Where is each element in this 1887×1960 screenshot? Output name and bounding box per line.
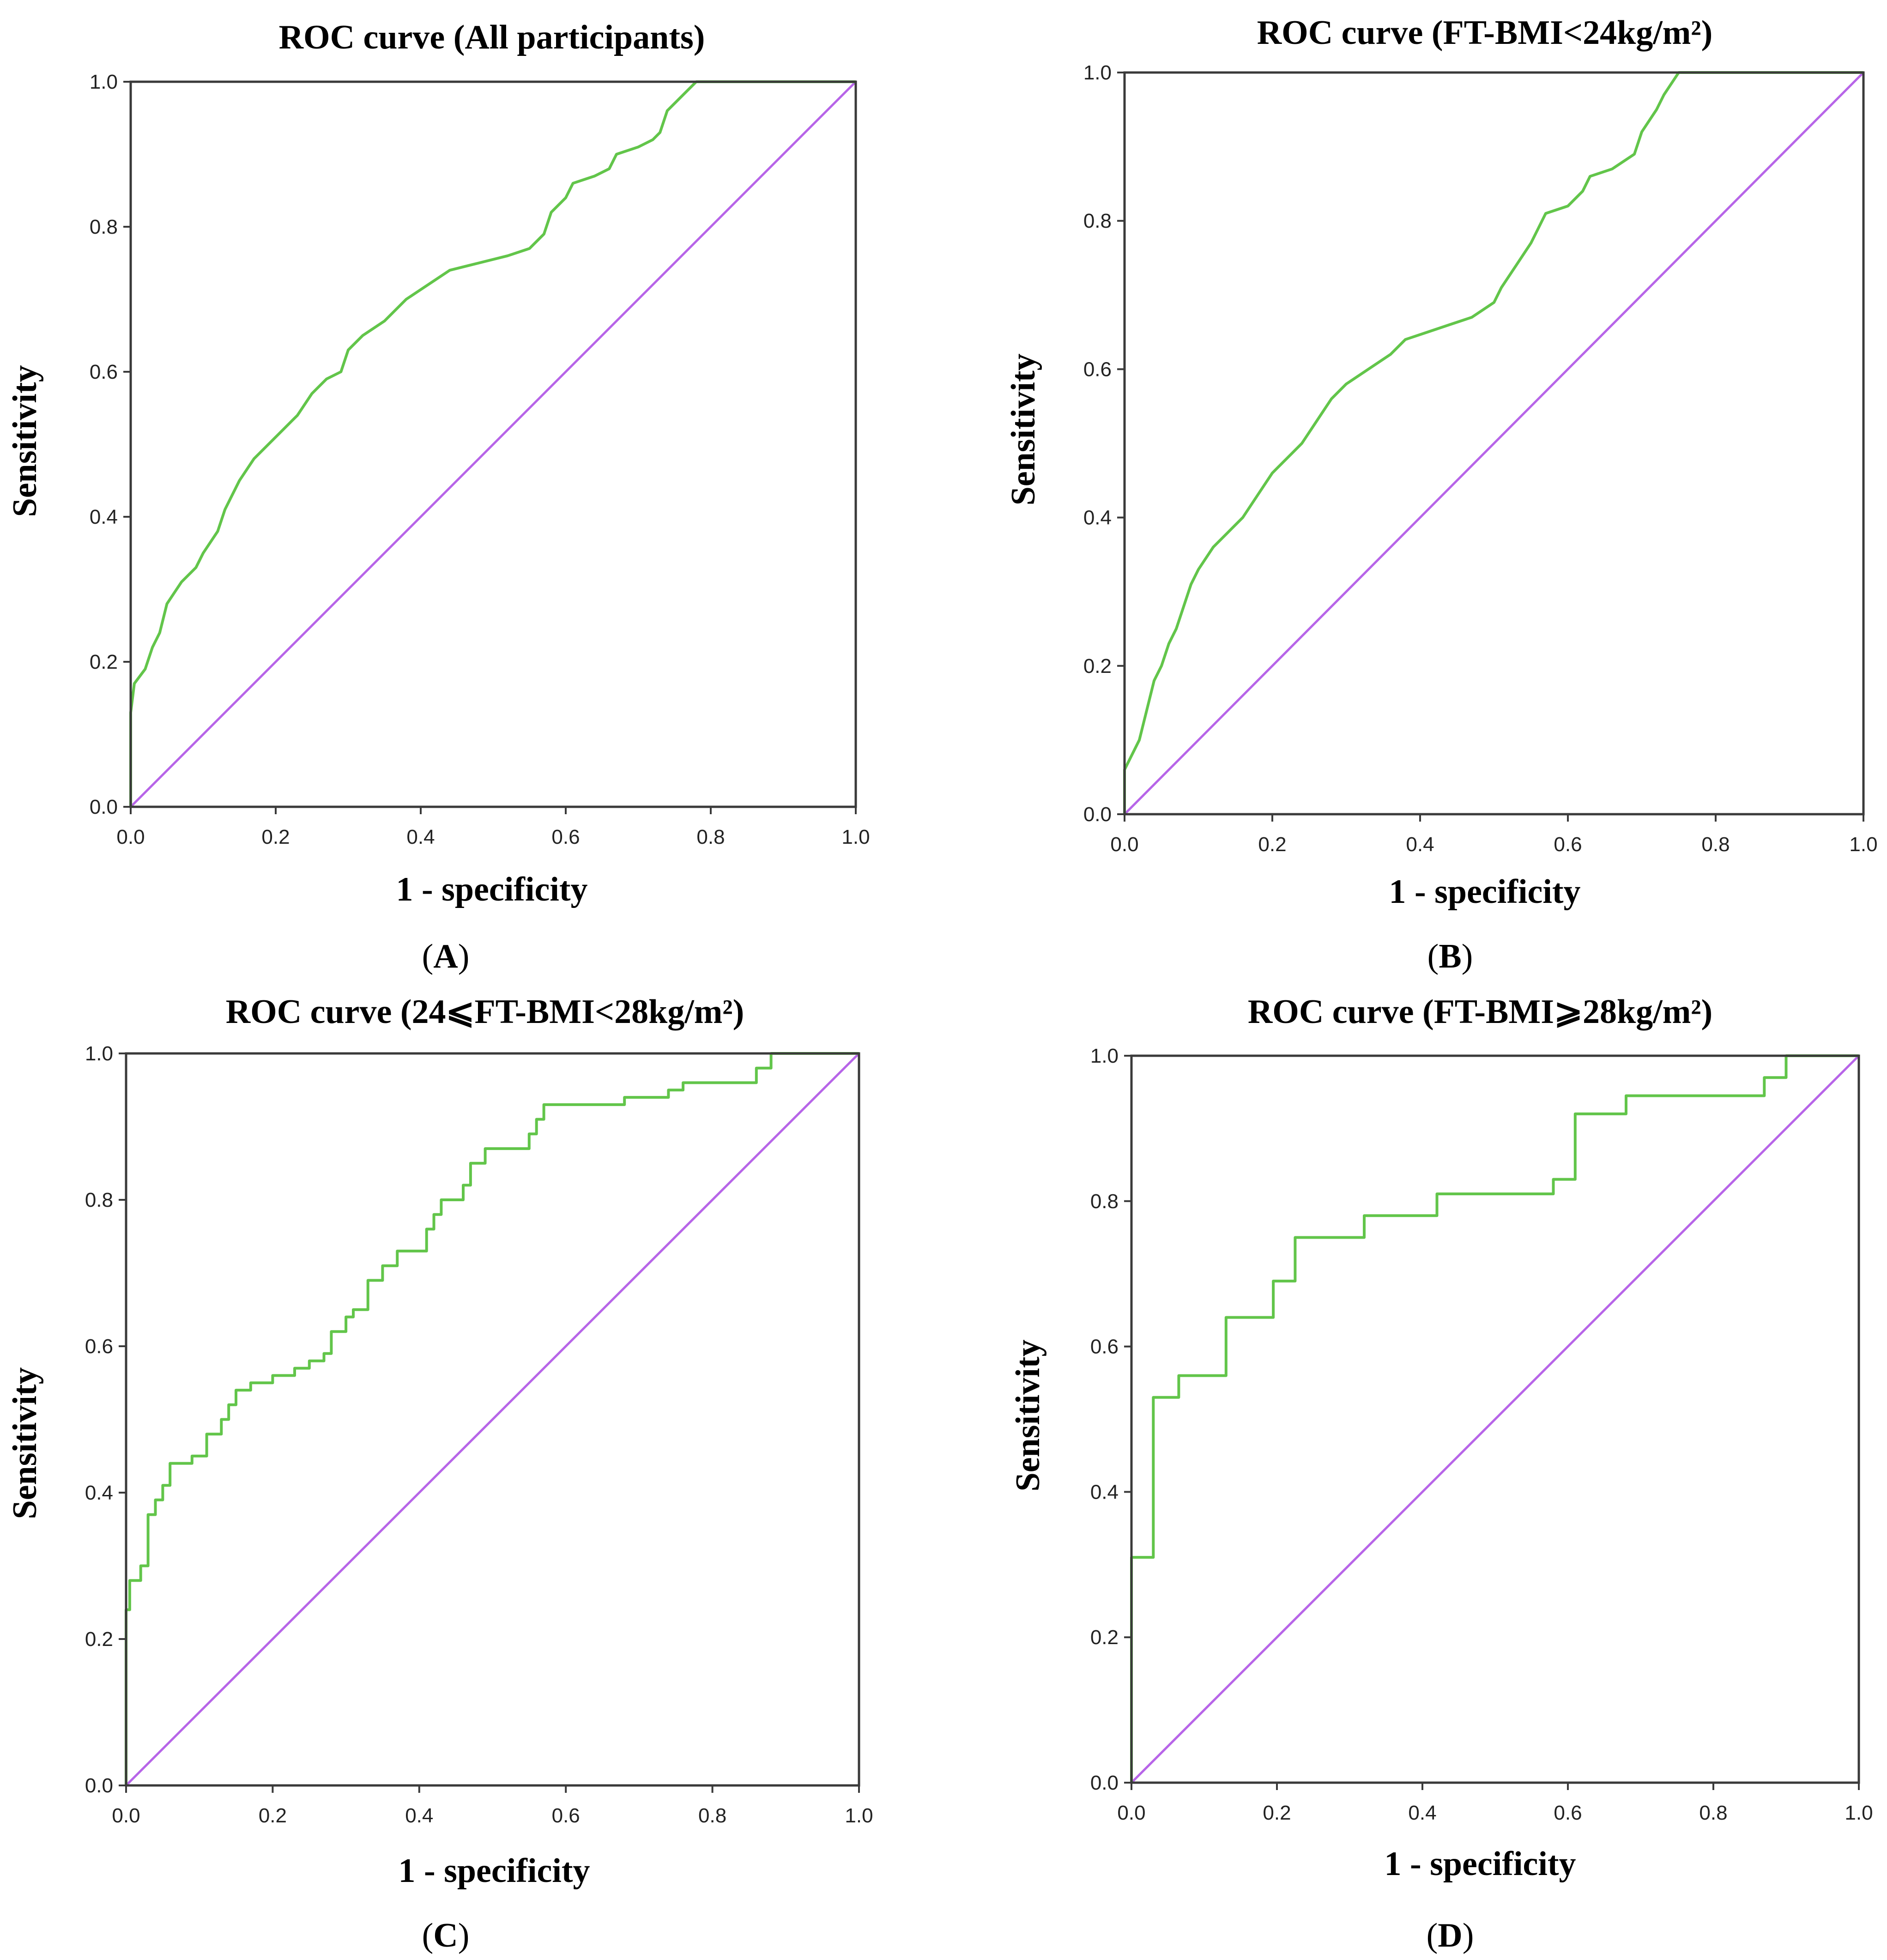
panel-a-caption-letter: A [433, 938, 458, 975]
panel-c-ylabel: Sensitivity [6, 1367, 44, 1519]
panel-d-x-tick-label: 0.6 [1554, 1802, 1582, 1824]
panel-b: ROC curve (FT-BMI<24kg/m²) 1 - specifici… [1004, 14, 1878, 975]
panel-c-x-tick-label: 0.6 [552, 1804, 580, 1827]
panel-b-caption: (B) [1427, 938, 1473, 975]
panel-d-x-tick-label: 1.0 [1845, 1802, 1873, 1824]
panel-c-caption-letter: C [433, 1917, 458, 1954]
panel-c-y-tick-label: 0.4 [85, 1482, 113, 1504]
panel-d-y-tick-label: 0.4 [1090, 1481, 1119, 1503]
panel-d-x-tick-label: 0.2 [1263, 1802, 1291, 1824]
panel-d-y-tick-label: 0.2 [1090, 1626, 1119, 1649]
panel-a-y-tick-label: 0.0 [90, 796, 118, 818]
panel-a-y-tick-label: 1.0 [90, 71, 118, 93]
panel-b-y-tick-label: 0.8 [1083, 210, 1112, 232]
panel-a-x-tick-label: 0.6 [551, 826, 580, 848]
panel-a-x-tick-label: 0.2 [261, 826, 290, 848]
panel-c: ROC curve (24⩽FT-BMI<28kg/m²) 1 - specif… [6, 993, 873, 1954]
panel-a-x-tick-label: 0.8 [696, 826, 725, 848]
panel-c-plot-area: 0.0 0.2 0.4 0.6 0.8 1.0 0.0 0.2 0.4 0.6 0.8 1.0 [85, 1042, 873, 1827]
panel-d-y-tick-label: 0.6 [1090, 1336, 1119, 1358]
panel-a-ylabel: Sensitivity [6, 365, 44, 517]
panel-b-x-tick-label: 1.0 [1849, 833, 1877, 856]
panel-c-y-tick-label: 0.6 [85, 1335, 113, 1358]
panel-c-y-tick-label: 1.0 [85, 1042, 113, 1065]
panel-d-x-tick-label: 0.8 [1699, 1802, 1727, 1824]
panel-b-axes-frame [1123, 71, 1865, 816]
panel-a-plot-area: 0.0 0.2 0.4 0.6 0.8 1.0 0.0 0.2 0.4 0.6 0.8 1.0 [90, 71, 870, 848]
panel-a-caption: (A) [422, 938, 470, 975]
panel-d-y-tick-label: 0.0 [1090, 1772, 1119, 1794]
panel-b-x-tick-label: 0.2 [1258, 833, 1286, 856]
panel-a-y-tick-label: 0.4 [90, 506, 118, 528]
panel-b-y-tick-label: 1.0 [1083, 61, 1112, 84]
panel-b-plot-area: 0.0 0.2 0.4 0.6 0.8 1.0 0.0 0.2 0.4 0.6 0.8 1.0 [1083, 61, 1878, 856]
panel-b-y-tick-label: 0.0 [1083, 803, 1112, 826]
panel-a-xlabel: 1 - specificity [396, 871, 587, 908]
panel-c-y-tick-label: 0.2 [85, 1628, 113, 1651]
panel-c-x-tick-label: 1.0 [845, 1804, 873, 1827]
panel-d: ROC curve (FT-BMI⩾28kg/m²) 1 - specifici… [1009, 993, 1873, 1954]
panel-b-reference-line [1124, 72, 1864, 815]
panel-c-xlabel: 1 - specificity [398, 1852, 590, 1890]
panel-b-x-tick-label: 0.8 [1701, 833, 1730, 856]
panel-b-title: ROC curve (FT-BMI<24kg/m²) [1257, 14, 1713, 52]
panel-a-x-tick-label: 0.0 [116, 826, 145, 848]
panel-d-plot-area: 0.0 0.2 0.4 0.6 0.8 1.0 0.0 0.2 0.4 0.6 0.8 1.0 [1090, 1045, 1873, 1824]
panel-b-roc-curve [1123, 71, 1863, 814]
panel-b-y-tick-label: 0.6 [1083, 358, 1112, 381]
panel-a-y-tick-label: 0.2 [90, 651, 118, 673]
panel-d-roc-curve [1130, 1054, 1859, 1783]
panel-a-axes-frame [129, 80, 857, 808]
panel-c-caption: (C) [422, 1917, 470, 1954]
panel-d-ylabel: Sensitivity [1009, 1340, 1047, 1492]
panel-d-x-tick-label: 0.4 [1408, 1802, 1436, 1824]
panel-c-x-tick-label: 0.2 [259, 1804, 287, 1827]
panel-c-axes-frame [125, 1052, 860, 1787]
panel-c-reference-line [125, 1053, 860, 1786]
panel-a-x-tick-label: 0.4 [406, 826, 435, 848]
panel-a-y-tick-label: 0.6 [90, 361, 118, 383]
panel-a-x-tick-label: 1.0 [841, 826, 870, 848]
panel-d-y-tick-label: 0.8 [1090, 1190, 1119, 1213]
panel-d-y-tick-label: 1.0 [1090, 1045, 1119, 1067]
panel-d-xlabel: 1 - specificity [1384, 1845, 1576, 1883]
panel-c-y-tick-label: 0.8 [85, 1189, 113, 1211]
panel-c-roc-curve [125, 1052, 859, 1785]
panel-d-reference-line [1131, 1055, 1860, 1784]
panel-a-y-tick-label: 0.8 [90, 216, 118, 238]
panel-c-y-tick-label: 0.0 [85, 1774, 113, 1797]
panel-a-reference-line [130, 81, 857, 808]
panel-b-xlabel: 1 - specificity [1389, 873, 1580, 911]
panel-a-roc-curve [129, 80, 856, 807]
panel-a: ROC curve (All participants) 1 - specifi… [6, 18, 870, 975]
panel-b-x-tick-label: 0.6 [1554, 833, 1582, 856]
panel-c-x-tick-label: 0.4 [405, 1804, 433, 1827]
panel-c-x-tick-label: 0.0 [112, 1804, 140, 1827]
panel-b-ylabel: Sensitivity [1004, 354, 1042, 506]
panel-b-x-tick-label: 0.4 [1406, 833, 1434, 856]
panel-c-x-tick-label: 0.8 [698, 1804, 726, 1827]
panel-b-y-tick-label: 0.2 [1083, 655, 1112, 678]
panel-b-y-tick-label: 0.4 [1083, 507, 1112, 529]
panel-a-title: ROC curve (All participants) [279, 18, 705, 56]
panel-d-x-tick-label: 0.0 [1117, 1802, 1145, 1824]
panel-c-title: ROC curve (24⩽FT-BMI<28kg/m²) [226, 993, 744, 1031]
panel-b-x-tick-label: 0.0 [1110, 833, 1138, 856]
panel-d-caption: (D) [1427, 1917, 1474, 1954]
panel-d-caption-letter: D [1438, 1917, 1462, 1954]
panel-b-caption-letter: B [1439, 938, 1461, 975]
panel-d-axes-frame [1130, 1054, 1860, 1784]
panel-d-title: ROC curve (FT-BMI⩾28kg/m²) [1248, 993, 1712, 1031]
